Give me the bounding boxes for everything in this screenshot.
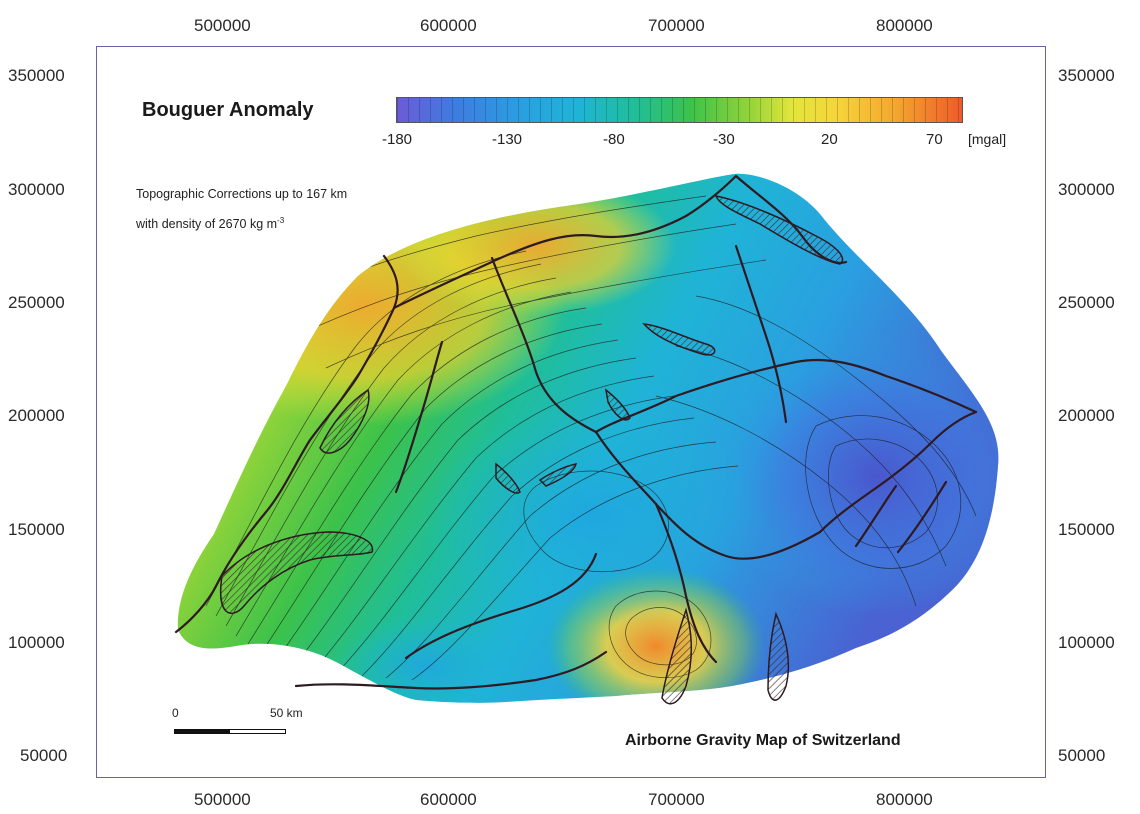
- x-tick-top-700000: 700000: [648, 16, 705, 35]
- scale-bar: [174, 729, 286, 734]
- colorbar-tick-20: 20: [821, 131, 838, 148]
- scale-start-label: 0: [172, 706, 179, 720]
- colorbar-tick-minus180: -180: [382, 131, 413, 148]
- anomaly-map: [174, 173, 999, 705]
- y-tick-left-250000: 250000: [8, 293, 65, 312]
- map-frame: [96, 46, 1046, 778]
- y-tick-left-350000: 350000: [8, 66, 65, 85]
- colorbar-tick-minus130: -130: [492, 131, 523, 148]
- y-tick-left-100000: 100000: [8, 633, 65, 652]
- colorbar-tick-70: 70: [926, 131, 943, 148]
- colorbar-stripes: [397, 98, 962, 122]
- colorbar-tick-minus30: -30: [713, 131, 735, 148]
- y-tick-left-50000: 50000: [20, 746, 68, 765]
- y-tick-left-300000: 300000: [8, 180, 65, 199]
- map-subtitle: Airborne Gravity Map of Switzerland: [625, 732, 901, 749]
- colorbar-unit: [mgal]: [968, 131, 1007, 147]
- scale-bar-fill: [175, 730, 230, 733]
- y-tick-right-250000: 250000: [1058, 293, 1115, 312]
- scale-end-label: 50 km: [270, 706, 303, 720]
- y-tick-right-50000: 50000: [1058, 746, 1106, 765]
- y-tick-right-100000: 100000: [1058, 633, 1115, 652]
- x-tick-top-600000: 600000: [420, 16, 477, 35]
- density-note-exponent: -3: [277, 216, 285, 225]
- map-title: Bouguer Anomaly: [142, 99, 314, 121]
- colorbar-tick-minus80: -80: [603, 131, 625, 148]
- density-note: with density of 2670 kg m-3: [136, 216, 284, 231]
- x-tick-top-800000: 800000: [876, 16, 933, 35]
- x-tick-bottom-800000: 800000: [876, 790, 933, 809]
- y-tick-right-150000: 150000: [1058, 520, 1115, 539]
- y-tick-right-200000: 200000: [1058, 406, 1115, 425]
- colorbar: [396, 97, 963, 123]
- y-tick-left-200000: 200000: [8, 406, 65, 425]
- y-tick-right-300000: 300000: [1058, 180, 1115, 199]
- density-note-text: with density of 2670 kg m: [136, 217, 278, 232]
- x-tick-bottom-600000: 600000: [420, 790, 477, 809]
- y-tick-left-150000: 150000: [8, 520, 65, 539]
- y-tick-right-350000: 350000: [1058, 66, 1115, 85]
- x-tick-bottom-700000: 700000: [648, 790, 705, 809]
- x-tick-top-500000: 500000: [194, 16, 251, 35]
- x-tick-bottom-500000: 500000: [194, 790, 251, 809]
- correction-note: Topographic Corrections up to 167 km: [136, 187, 348, 201]
